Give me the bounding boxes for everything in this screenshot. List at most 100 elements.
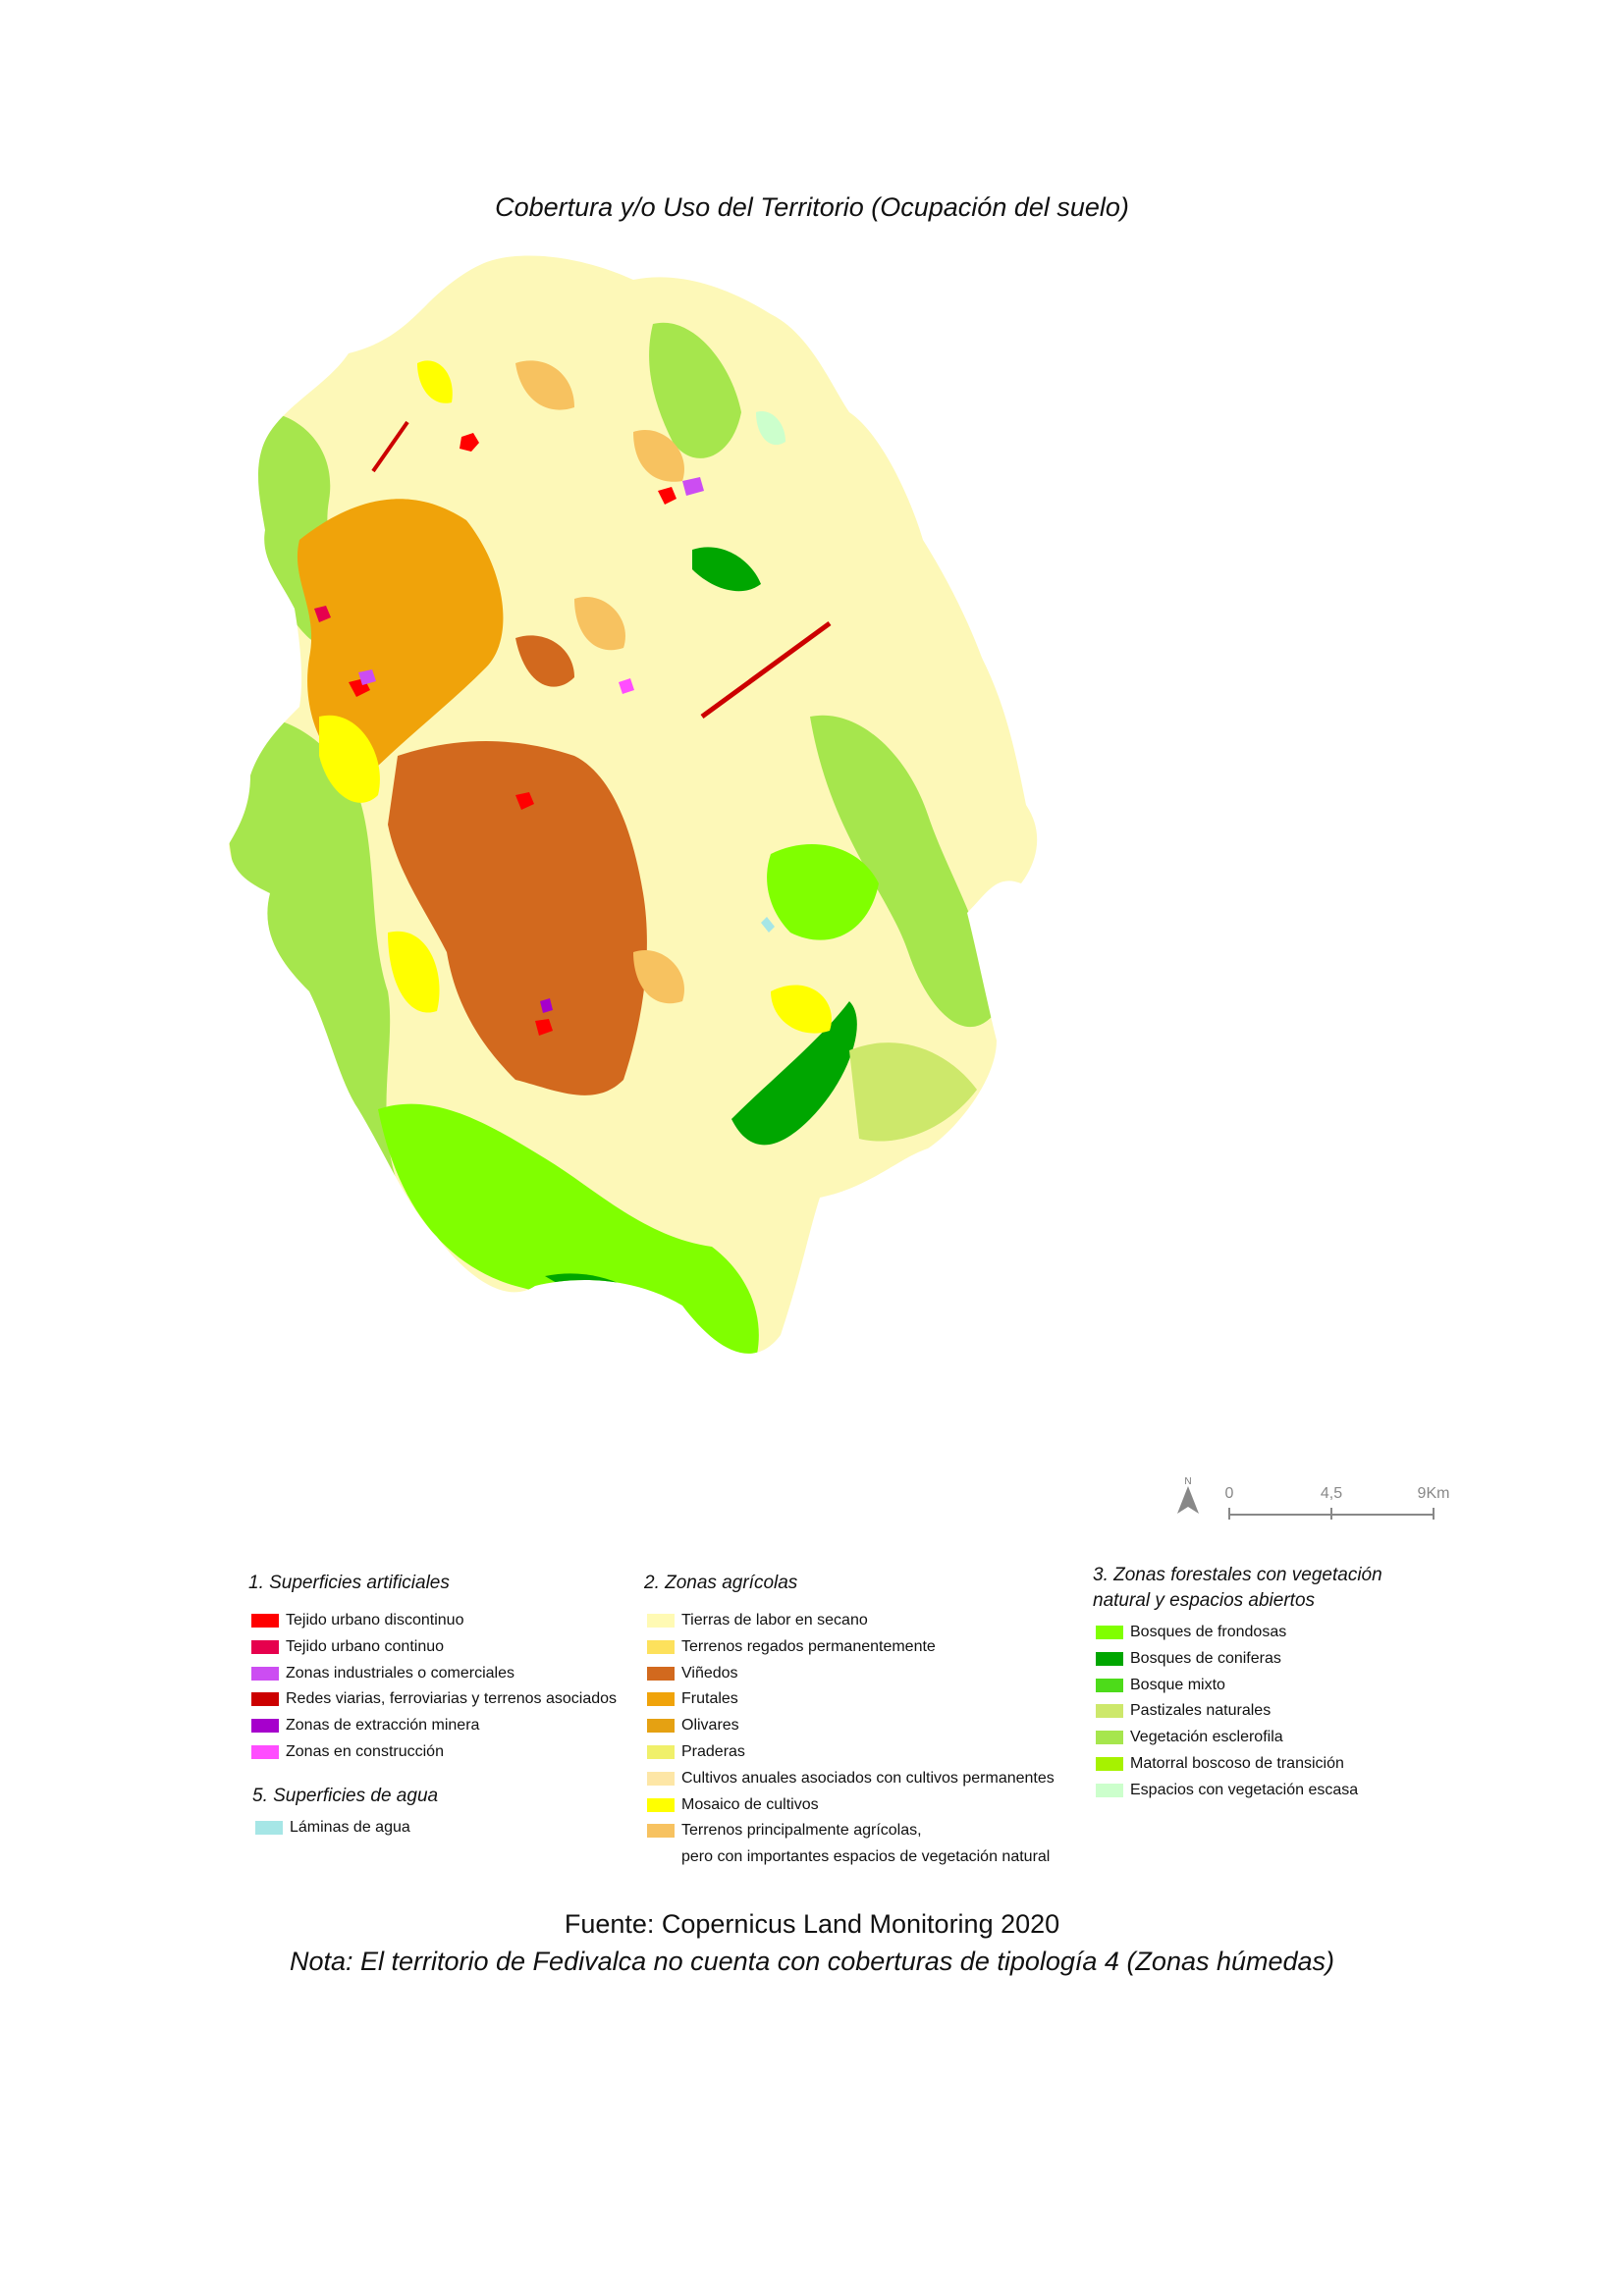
legend-label: Tierras de labor en secano	[681, 1612, 868, 1629]
legend-label: Bosque mixto	[1130, 1676, 1225, 1693]
conifer-northeast	[692, 547, 761, 592]
legend-heading-agricultural: 2. Zonas agrícolas	[644, 1573, 798, 1593]
legend-swatch	[647, 1824, 675, 1839]
legend-item: Redes viarias, ferroviarias y terrenos a…	[248, 1686, 617, 1713]
map-territory	[229, 255, 1038, 1354]
legend-item: Tejido urbano continuo	[248, 1634, 617, 1661]
legend-label: Láminas de agua	[290, 1819, 410, 1836]
legend-swatch	[647, 1771, 675, 1786]
legend-swatch	[647, 1719, 675, 1734]
legend-label: Praderas	[681, 1742, 745, 1760]
legend-label: Tejido urbano discontinuo	[286, 1612, 464, 1629]
legend-swatch	[647, 1666, 675, 1681]
legend-swatch	[647, 1639, 675, 1654]
urban-continuous	[314, 606, 331, 622]
legend-label: Frutales	[681, 1690, 738, 1708]
urban-patch-4	[515, 792, 534, 810]
legend-swatch	[647, 1797, 675, 1812]
legend-item: Matorral boscoso de transición	[1093, 1751, 1382, 1778]
legend-item: Terrenos principalmente agrícolas, pero c…	[644, 1818, 1055, 1871]
legend-item: Mosaico de cultivos	[644, 1792, 1055, 1819]
legend-swatch	[647, 1744, 675, 1759]
legend-heading-water: 5. Superficies de agua	[252, 1786, 439, 1806]
legend-label: Redes viarias, ferroviarias y terrenos a…	[286, 1690, 618, 1708]
legend-label: Zonas industriales o comerciales	[286, 1664, 514, 1682]
legend-label: Tejido urbano continuo	[286, 1637, 445, 1655]
legend-label: Espacios con vegetación escasa	[1130, 1781, 1359, 1798]
extraction-1	[540, 998, 553, 1013]
legend-item: Zonas industriales o comerciales	[248, 1661, 617, 1687]
legend-label: Terrenos regados permanentemente	[681, 1637, 936, 1655]
legend-swatch	[1096, 1783, 1123, 1797]
agri-natural-south	[633, 950, 684, 1004]
urban-patch-2	[658, 487, 677, 505]
sclerophyll-northeast	[649, 322, 741, 458]
legend-label: Bosques de coniferas	[1130, 1649, 1281, 1667]
land-cover-map	[229, 255, 1038, 1354]
legend-item: Tierras de labor en secano	[644, 1608, 1055, 1634]
legend-label: Vegetación esclerofila	[1130, 1729, 1283, 1746]
legend-label: Zonas en construcción	[286, 1742, 444, 1760]
industrial-1	[682, 477, 704, 496]
legend-label: Bosques de frondosas	[1130, 1624, 1287, 1640]
olive-central	[297, 499, 504, 775]
legend-label: Olivares	[681, 1717, 739, 1735]
legend-label: Matorral boscoso de transición	[1130, 1754, 1344, 1772]
source-text: Fuente: Copernicus Land Monitoring 2020	[564, 1909, 1060, 1939]
legend-swatch	[1096, 1731, 1123, 1745]
legend-heading-forestal-line1: 3. Zonas forestales con vegetación	[1093, 1565, 1382, 1585]
mosaic-east	[771, 985, 832, 1034]
vineyards-patch	[515, 635, 574, 687]
mosaic-south	[388, 931, 440, 1013]
legend-swatch	[255, 1821, 283, 1835]
agri-natural-north	[515, 360, 574, 410]
legend-item: Bosques de coniferas	[1093, 1646, 1382, 1673]
legend-swatch	[251, 1614, 279, 1628]
legend-swatch	[1096, 1651, 1123, 1666]
legend-item: Bosques de frondosas	[1093, 1620, 1382, 1646]
legend-label: Viñedos	[681, 1664, 738, 1682]
legend-item: Láminas de agua	[252, 1815, 438, 1842]
mosaic-west	[319, 715, 380, 803]
legend-label: Terrenos principalmente agrícolas,	[681, 1822, 922, 1840]
legend-item: Olivares	[644, 1713, 1055, 1739]
sclerophyll-west	[229, 715, 407, 1210]
legend-label: Cultivos anuales asociados con cultivos …	[681, 1769, 1055, 1787]
legend-item: Bosque mixto	[1093, 1673, 1382, 1699]
legend-water: 5. Superficies de agua Láminas de agua	[252, 1784, 438, 1842]
mixed-forest-east	[767, 844, 879, 940]
agri-natural-central	[574, 597, 625, 651]
legend-label-line2: pero con importantes espacios de vegetac…	[681, 1848, 1051, 1866]
note-text: Nota: El territorio de Fedivalca no cuen…	[289, 1947, 1335, 1976]
road-line-2	[371, 420, 409, 473]
legend-item: Espacios con vegetación escasa	[1093, 1778, 1382, 1804]
sclerophyll-east	[810, 715, 997, 1028]
legend-swatch	[647, 1614, 675, 1628]
legend-item: Cultivos anuales asociados con cultivos …	[644, 1766, 1055, 1792]
vineyards-central	[388, 741, 647, 1095]
agri-natural-northeast	[633, 430, 684, 482]
legend-agricultural: 2. Zonas agrícolas Tierras de labor en s…	[644, 1571, 1055, 1871]
urban-patch-1	[460, 433, 479, 452]
mosaic-north	[417, 360, 453, 403]
scale-bar: N 0 4,5 9Km	[1177, 1476, 1449, 1520]
sparse-northeast	[756, 411, 785, 446]
legend-swatch	[1096, 1704, 1123, 1719]
legend-item: Viñedos	[644, 1661, 1055, 1687]
legend-heading-forestal-line2: natural y espacios abiertos	[1093, 1590, 1316, 1611]
road-line	[700, 620, 832, 720]
legend-heading-forestal: 3. Zonas forestales con vegetación natur…	[1093, 1563, 1382, 1614]
legend-heading-artificial: 1. Superficies artificiales	[248, 1573, 450, 1593]
north-arrow-icon	[1177, 1486, 1199, 1514]
legend-label: Mosaico de cultivos	[681, 1795, 819, 1813]
legend-item: Vegetación esclerofila	[1093, 1725, 1382, 1751]
legend-label: Zonas de extracción minera	[286, 1717, 480, 1735]
legend-swatch	[251, 1639, 279, 1654]
legend-item: Frutales	[644, 1686, 1055, 1713]
legend-item: Tejido urbano discontinuo	[248, 1608, 617, 1634]
legend-swatch	[251, 1744, 279, 1759]
legend-swatch	[647, 1692, 675, 1707]
scale-label-mid: 4,5	[1321, 1485, 1342, 1502]
water-patch	[761, 917, 775, 933]
legend-swatch	[251, 1719, 279, 1734]
